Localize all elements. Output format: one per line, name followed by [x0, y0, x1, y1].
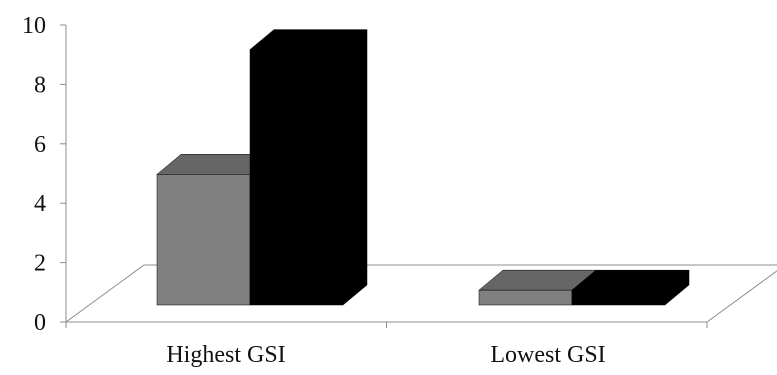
bar-side	[342, 29, 368, 306]
bar	[571, 269, 690, 306]
x-axis: Highest GSI Lowest GSI	[65, 322, 708, 368]
y-axis: 0 2 4 6 8 10	[22, 13, 67, 336]
bar-front	[249, 49, 344, 306]
y-tick-label: 0	[34, 310, 46, 336]
y-tick-label: 10	[22, 13, 46, 39]
bars	[156, 29, 690, 306]
bar-front	[571, 289, 666, 306]
y-tick-label: 2	[34, 251, 46, 277]
y-tick-label: 6	[34, 132, 46, 158]
chart-floor	[64, 264, 777, 323]
bar-front	[156, 174, 251, 306]
x-category-label: Highest GSI	[166, 342, 285, 368]
bar-front	[478, 289, 573, 306]
x-category-label: Lowest GSI	[490, 342, 605, 368]
bar	[249, 29, 368, 306]
floor-plane	[64, 264, 777, 323]
y-tick-label: 4	[34, 191, 46, 217]
y-tick-label: 8	[34, 72, 46, 98]
